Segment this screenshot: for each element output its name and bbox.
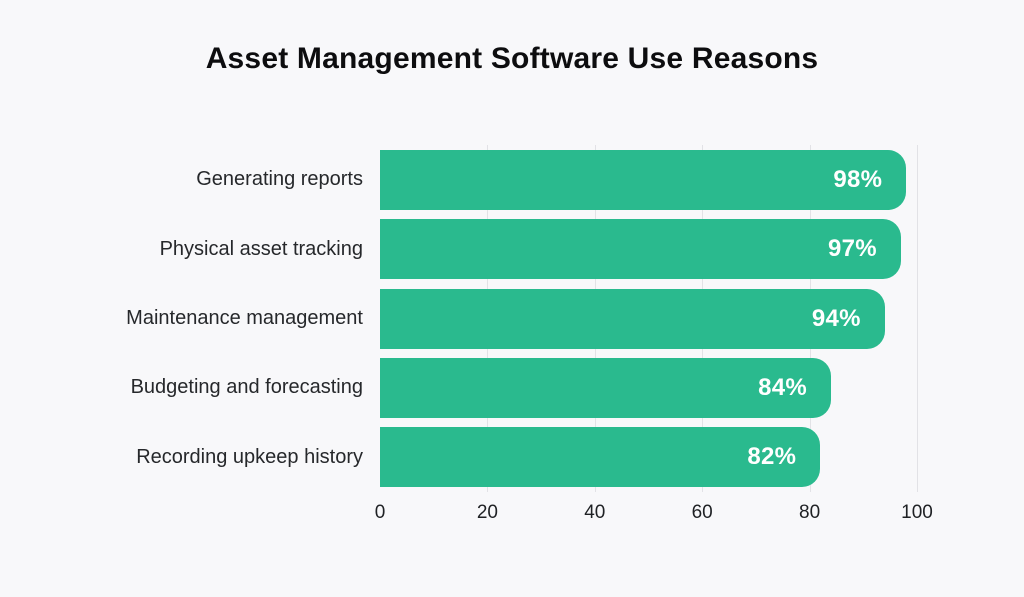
bar-row: 84% (380, 353, 917, 422)
plot-area: 98% 97% 94% 84% 82% (380, 145, 918, 492)
bar-value-label: 84% (758, 373, 808, 401)
bar-value-label: 97% (827, 235, 877, 263)
bar: 98% (380, 149, 907, 210)
bar-value-label: 98% (833, 165, 883, 193)
bar: 94% (380, 288, 885, 349)
bar-row: 94% (380, 284, 917, 353)
bar-row: 98% (380, 145, 917, 214)
category-label: Generating reports (196, 168, 363, 191)
x-tick-label: 40 (584, 502, 606, 523)
category-label: Maintenance management (126, 307, 363, 330)
category-label: Physical asset tracking (159, 237, 363, 260)
bar-value-label: 94% (811, 304, 861, 332)
x-tick-label: 80 (799, 502, 821, 523)
category-labels: Generating reports Physical asset trackin… (0, 145, 363, 492)
category-label: Recording upkeep history (136, 445, 363, 468)
gridline (917, 145, 918, 492)
x-tick-label: 0 (374, 502, 386, 523)
bar-row: 97% (380, 214, 917, 283)
bar: 97% (380, 219, 901, 280)
x-tick-label: 100 (901, 502, 933, 523)
chart-title: Asset Management Software Use Reasons (205, 42, 819, 75)
bar-row: 82% (380, 423, 917, 492)
bar: 84% (380, 357, 832, 418)
category-label: Budgeting and forecasting (130, 376, 363, 399)
x-axis: 0 20 40 60 80 100 (375, 500, 933, 526)
x-tick-label: 20 (476, 502, 498, 523)
bar-value-label: 82% (747, 443, 797, 471)
x-tick-label: 60 (691, 502, 713, 523)
bar: 82% (380, 427, 821, 488)
